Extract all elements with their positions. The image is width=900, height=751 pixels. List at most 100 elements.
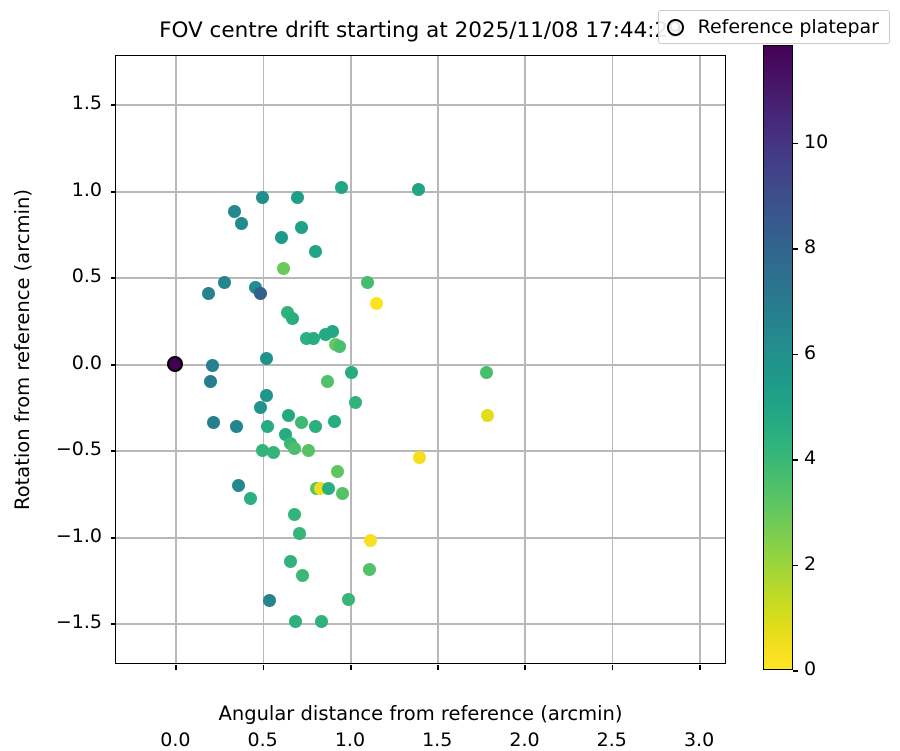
data-point <box>266 445 280 459</box>
x-tick <box>437 665 439 670</box>
data-point <box>413 450 427 464</box>
data-point <box>291 191 305 205</box>
y-tick <box>111 450 116 453</box>
data-point <box>285 312 299 326</box>
y-tick-label: 0.5 <box>71 265 102 288</box>
data-point <box>481 409 495 423</box>
data-point <box>292 527 306 540</box>
colorbar-tick-label: 0 <box>804 658 817 680</box>
colorbar-tick-label: 6 <box>804 341 817 364</box>
data-point <box>254 286 268 300</box>
y-tick-label: −1.0 <box>55 524 102 547</box>
colorbar-tick-label: 4 <box>804 447 817 470</box>
y-tick-label: 1.0 <box>71 178 102 201</box>
data-point <box>259 388 273 402</box>
x-tick-label: 2.5 <box>596 729 627 751</box>
data-point <box>334 180 348 194</box>
data-point <box>243 492 257 506</box>
y-tick-label: 0.0 <box>71 351 102 374</box>
plot-area <box>116 56 725 663</box>
colorbar-tick <box>793 248 798 250</box>
colorbar-tick-label: 2 <box>804 552 817 575</box>
data-point <box>364 533 378 547</box>
data-point <box>348 395 362 409</box>
x-tick-label: 0.5 <box>247 729 278 751</box>
data-point <box>261 419 275 433</box>
colorbar-tick-label: 8 <box>804 236 817 259</box>
y-tick <box>111 623 116 626</box>
data-point <box>277 262 291 276</box>
y-tick <box>111 190 116 193</box>
colorbar-tick <box>793 142 798 145</box>
data-point <box>369 296 383 310</box>
y-tick <box>111 363 116 366</box>
data-point <box>301 443 315 457</box>
gridline-vertical <box>349 56 352 663</box>
data-point <box>217 276 231 290</box>
data-point <box>479 366 493 380</box>
colorbar <box>763 45 793 670</box>
x-tick <box>175 665 177 670</box>
y-tick <box>111 277 116 280</box>
colorbar-tick <box>793 670 798 672</box>
y-axis-label: Rotation from reference (arcmin) <box>11 189 34 510</box>
colorbar-tick <box>793 459 798 461</box>
colorbar-tick <box>793 564 798 567</box>
x-tick-label: 3.0 <box>683 729 715 751</box>
x-tick <box>524 665 527 670</box>
data-point <box>207 416 221 430</box>
x-tick <box>349 665 352 670</box>
x-tick-label: 1.0 <box>334 729 366 751</box>
data-point <box>231 478 245 492</box>
data-point <box>308 419 322 433</box>
data-point <box>336 487 350 501</box>
y-tick-label: 1.5 <box>71 92 102 115</box>
data-point <box>289 615 303 629</box>
data-point <box>284 554 298 568</box>
data-point <box>294 220 308 234</box>
x-tick-label: 0.0 <box>160 729 191 751</box>
x-tick <box>699 665 701 670</box>
y-tick <box>111 104 116 107</box>
data-point <box>345 366 359 380</box>
gridline-horizontal <box>116 277 725 280</box>
data-point <box>254 400 268 414</box>
data-point <box>229 419 243 433</box>
legend: Reference platepar <box>657 10 890 44</box>
data-point <box>320 374 334 388</box>
y-tick <box>111 536 116 539</box>
data-point <box>308 245 322 258</box>
data-point <box>322 482 336 496</box>
data-point <box>228 205 242 219</box>
data-point <box>275 231 289 245</box>
gridline-vertical <box>524 56 527 663</box>
legend-item-label: Reference platepar <box>697 16 879 38</box>
gridline-vertical <box>611 56 614 663</box>
gridline-horizontal <box>116 363 725 366</box>
colorbar-tick-label: 10 <box>804 130 829 153</box>
data-point <box>256 191 270 205</box>
reference-platepar-point <box>167 355 184 372</box>
reference-platepar-marker-icon <box>666 18 684 36</box>
data-point <box>235 217 249 231</box>
x-tick <box>611 665 614 670</box>
x-tick-label: 1.5 <box>422 729 453 751</box>
data-point <box>341 592 355 606</box>
x-tick <box>262 665 265 670</box>
data-point <box>256 443 270 457</box>
y-tick-label: −0.5 <box>55 438 102 461</box>
gridline-vertical <box>437 56 439 663</box>
data-point <box>287 507 301 521</box>
gridline-horizontal <box>116 536 725 539</box>
data-point <box>331 464 345 478</box>
data-point <box>294 416 308 430</box>
data-point <box>315 615 329 629</box>
data-point <box>203 374 217 388</box>
data-point <box>287 442 301 456</box>
data-point <box>263 594 277 608</box>
colorbar-tick <box>793 353 798 356</box>
data-point <box>205 359 219 373</box>
chart-title: FOV centre drift starting at 2025/11/08 … <box>159 18 682 43</box>
data-point <box>411 182 425 196</box>
